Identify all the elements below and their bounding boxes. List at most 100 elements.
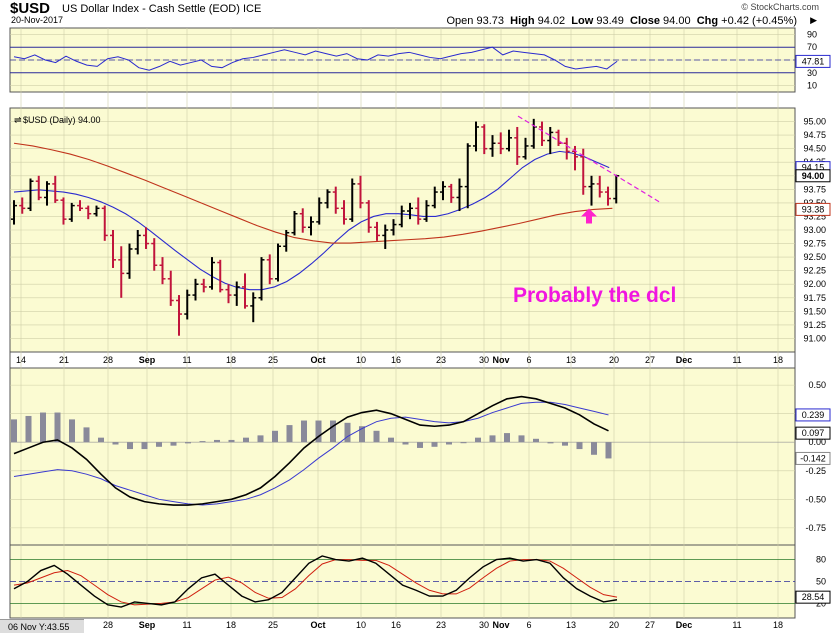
x-tick-label: 27: [645, 620, 655, 630]
macd-hist-bar: [605, 442, 612, 459]
grid-lines: [10, 28, 795, 618]
close-value: 94.00: [663, 15, 691, 27]
ohlc-bar: [159, 257, 166, 285]
ohlc-bar: [266, 254, 273, 285]
price-tick-label: 95.00: [803, 117, 826, 127]
macd-hist-bar: [417, 442, 423, 448]
low-value: 93.49: [596, 15, 624, 27]
ohlc-bar: [85, 205, 92, 220]
rsi-line: [13, 46, 618, 71]
legend-icon: ⇌: [14, 115, 22, 125]
macd-value-label: -0.142: [800, 453, 826, 463]
rsi-value-box: [795, 54, 831, 68]
ohlc-bar: [555, 129, 562, 146]
stoch-value-label: 28.54: [802, 592, 825, 602]
ohlc-bar: [349, 178, 356, 222]
x-tick-label: 21: [59, 355, 69, 365]
open-value: 93.73: [476, 15, 504, 27]
ohlc-bar: [489, 135, 496, 157]
x-tick-label: 13: [566, 620, 576, 630]
macd-hist-bar: [315, 420, 322, 443]
ohlc-bar: [506, 129, 512, 152]
ohlc-bar: [365, 200, 372, 233]
panel-backgrounds: [9, 27, 796, 619]
x-tick-label: 25: [268, 620, 278, 630]
up-arrow-icon: [581, 208, 597, 224]
price-label: 94.00: [802, 171, 825, 181]
chart-date: 20-Nov-2017: [11, 15, 64, 25]
ohlc-bar: [481, 124, 488, 155]
stoch-k-line: [13, 555, 618, 608]
axis-labels: 141421212828SepSep111118182525OctOct1010…: [14, 29, 831, 630]
ohlc-bar: [464, 143, 471, 209]
x-tick-label: 25: [268, 355, 278, 365]
triangle-right-icon[interactable]: ▶: [810, 15, 817, 25]
x-tick-label: 10: [356, 355, 366, 365]
x-tick-label: Nov: [492, 355, 509, 365]
ohlc-bar: [341, 200, 347, 225]
price-tick-label: 93.25: [803, 211, 826, 221]
x-tick-label: Dec: [676, 620, 693, 630]
stoch-tick-label: 80: [816, 555, 826, 565]
ohlc-bar: [242, 273, 248, 309]
macd-value-label: 0.097: [802, 428, 825, 438]
ohlc-bar: [60, 197, 67, 225]
ohlc-bar: [19, 197, 26, 214]
x-tick-label: 13: [566, 355, 576, 365]
ohlc-bar: [126, 243, 133, 279]
macd-hist-bar: [127, 442, 133, 450]
stoch-d-line: [13, 559, 618, 606]
price-tick-label: 91.75: [803, 293, 826, 303]
price-tick-label: 93.50: [803, 198, 826, 208]
ohlc-bar: [596, 175, 603, 198]
macd-tick-label: 0.00: [808, 437, 826, 447]
ohlc-bar: [93, 205, 100, 217]
ohlc-bar: [233, 281, 240, 306]
ohlc-bar: [299, 208, 306, 233]
macd-hist-bar: [576, 442, 583, 450]
x-tick-label: 28: [103, 355, 113, 365]
ohlc-bar: [275, 243, 281, 282]
x-tick-label: 10: [356, 620, 366, 630]
price-tick-label: 94.75: [803, 130, 826, 140]
ohlc-bar: [398, 205, 405, 228]
ohlc-bar: [374, 221, 380, 241]
ohlc-bar: [440, 181, 446, 201]
ohlc-bar: [151, 238, 158, 271]
ohlc-bar: [44, 181, 50, 206]
ohlc-bar: [588, 175, 595, 206]
ohlc-bar: [308, 216, 314, 236]
ohlc-bar: [324, 189, 331, 209]
macd-hist-bar: [170, 442, 177, 446]
macd-hist-bar: [156, 442, 162, 447]
x-tick-label: 6: [526, 355, 531, 365]
macd-value-label: 0.239: [802, 410, 825, 420]
macd-hist-bar: [83, 427, 90, 443]
price-tick-label: 93.00: [803, 225, 826, 235]
macd-hist-bar: [359, 426, 365, 443]
ohlc-bar: [605, 186, 611, 206]
exchange-text: ICE: [242, 3, 262, 15]
description-text: US Dollar Index - Cash Settle (EOD): [62, 3, 240, 15]
x-tick-label: 11: [732, 620, 741, 630]
x-tick-label: 28: [103, 620, 113, 630]
price-label: 94.15: [802, 163, 825, 173]
ohlc-bar: [68, 202, 75, 222]
macd-tick-label: 0.50: [808, 380, 826, 390]
x-tick-label: 23: [436, 355, 446, 365]
ohlc-bar: [77, 200, 83, 212]
x-tick-label: 6: [526, 620, 531, 630]
x-tick-label: 18: [226, 355, 236, 365]
ohlc-bar: [209, 257, 215, 290]
x-tick-label: 30: [479, 355, 489, 365]
rsi-tick-label: 90: [807, 29, 817, 39]
ohlc-bar: [250, 292, 257, 323]
open-label: Open: [446, 15, 474, 27]
ohlc-bar: [390, 219, 397, 236]
x-tick-label: 16: [391, 620, 401, 630]
macd-hist-bar: [562, 442, 568, 446]
x-tick-label: Oct: [310, 620, 325, 630]
macd-hist-bar: [373, 430, 380, 443]
ohlc-bar: [118, 246, 125, 298]
